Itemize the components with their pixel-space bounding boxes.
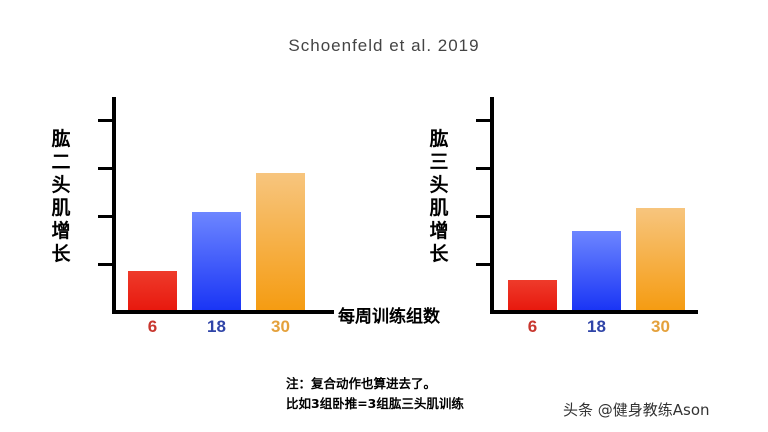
- x-axis-title: 每周训练组数: [338, 307, 440, 327]
- y-tick: [476, 167, 492, 170]
- x-tick-label: 30: [271, 317, 290, 336]
- x-tick-label: 6: [147, 317, 158, 336]
- y-tick: [98, 215, 114, 218]
- y-axis: [112, 97, 116, 314]
- watermark: 头条 @健身教练Ason: [563, 401, 710, 419]
- bar-18-sets: [572, 231, 621, 310]
- y-tick: [476, 215, 492, 218]
- bar-6-sets: [508, 280, 557, 310]
- x-axis: [490, 310, 698, 314]
- y-axis: [490, 97, 494, 314]
- y-tick: [98, 167, 114, 170]
- y-tick: [98, 263, 114, 266]
- x-axis: [112, 310, 334, 314]
- y-tick: [476, 263, 492, 266]
- y-tick: [476, 119, 492, 122]
- x-tick-label: 18: [587, 317, 606, 336]
- x-tick-label: 18: [207, 317, 226, 336]
- note-line-1: 注：复合动作也算进去了。: [286, 376, 437, 391]
- y-tick: [98, 119, 114, 122]
- x-tick-label: 30: [651, 317, 670, 336]
- bar-18-sets: [192, 212, 241, 310]
- x-tick-label: 6: [527, 317, 538, 336]
- bar-30-sets: [256, 173, 305, 310]
- note-line-2: 比如3组卧推=3组肱三头肌训练: [286, 396, 464, 411]
- y-axis-label-biceps: 肱二头肌增长: [51, 128, 71, 265]
- y-axis-label-triceps: 肱三头肌增长: [429, 128, 449, 265]
- bar-30-sets: [636, 208, 685, 310]
- chart-title: Schoenfeld et al. 2019: [288, 36, 480, 55]
- bar-6-sets: [128, 271, 177, 310]
